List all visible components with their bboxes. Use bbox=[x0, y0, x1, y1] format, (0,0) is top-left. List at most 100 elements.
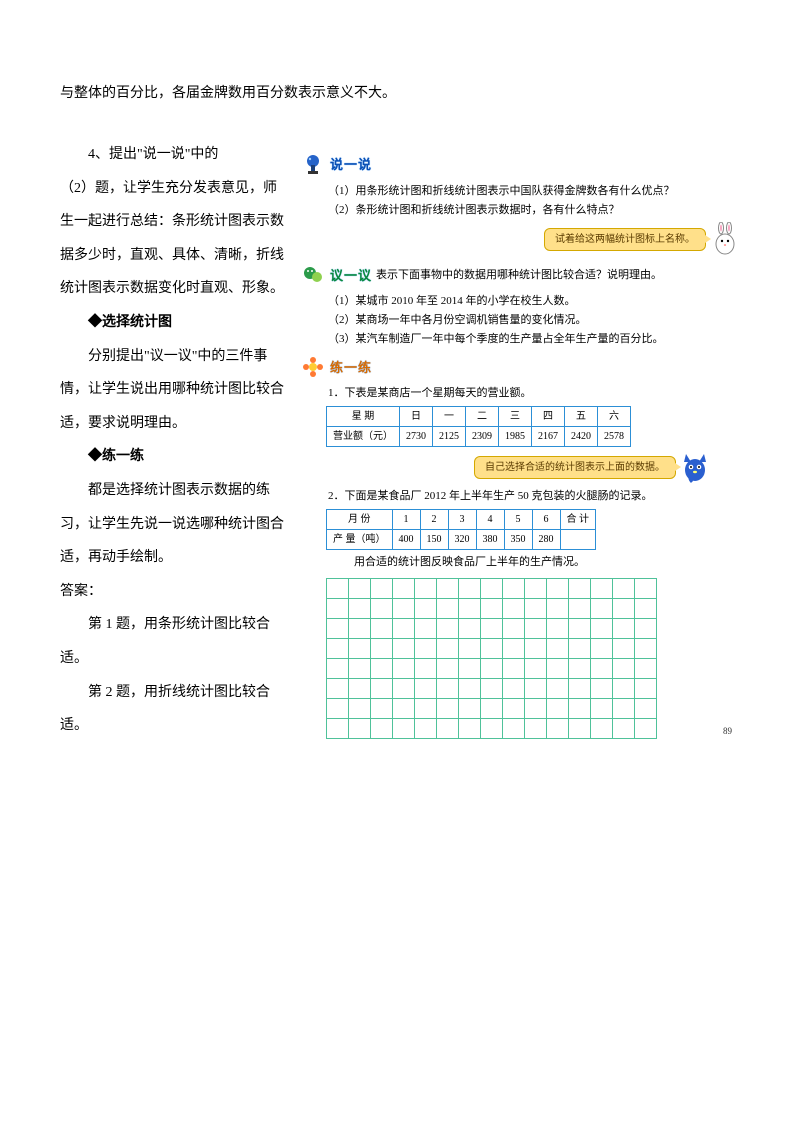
grid-cell bbox=[591, 578, 613, 598]
grid-row bbox=[327, 658, 657, 678]
left-p1a: 4、提出"说一说"中的 bbox=[60, 138, 290, 172]
grid-cell bbox=[569, 598, 591, 618]
grid-cell bbox=[613, 698, 635, 718]
grid-cell bbox=[503, 618, 525, 638]
grid-cell bbox=[393, 718, 415, 738]
grid-cell bbox=[525, 618, 547, 638]
table-1: 星 期日一二三四五六 营业额（元）27302125230919852167242… bbox=[326, 406, 631, 447]
grid-cell bbox=[635, 638, 657, 658]
grid-cell bbox=[591, 718, 613, 738]
table-header-cell: 6 bbox=[532, 509, 560, 529]
table-header-cell: 5 bbox=[504, 509, 532, 529]
practice-q2-intro: 2．下面是某食品厂 2012 年上半年生产 50 克包装的火腿肠的记录。 bbox=[320, 487, 740, 506]
grid-cell bbox=[459, 698, 481, 718]
grid-cell bbox=[613, 618, 635, 638]
flower-icon bbox=[300, 354, 326, 380]
grid-cell bbox=[371, 638, 393, 658]
grid-cell bbox=[635, 658, 657, 678]
grid-cell bbox=[503, 718, 525, 738]
grid-cell bbox=[635, 598, 657, 618]
table-cell: 350 bbox=[504, 529, 532, 549]
discuss-icon bbox=[300, 262, 326, 288]
table-cell: 2309 bbox=[466, 427, 499, 447]
table-header-cell: 1 bbox=[392, 509, 420, 529]
practice-q2-after: 用合适的统计图反映食品厂上半年的生产情况。 bbox=[326, 553, 740, 572]
grid-cell bbox=[613, 718, 635, 738]
grid-cell bbox=[525, 638, 547, 658]
table-header-cell: 二 bbox=[466, 407, 499, 427]
say-q1: （1）用条形统计图和折线统计图表示中国队获得金牌数各有什么优点？ bbox=[320, 182, 740, 201]
grid-cell bbox=[569, 698, 591, 718]
grid-cell bbox=[327, 578, 349, 598]
grid-cell bbox=[371, 578, 393, 598]
grid-cell bbox=[481, 638, 503, 658]
table-header-cell: 4 bbox=[476, 509, 504, 529]
grid-cell bbox=[371, 678, 393, 698]
grid-cell bbox=[415, 578, 437, 598]
left-p6: 第 2 题，用折线统计图比较合适。 bbox=[60, 676, 290, 743]
grid-cell bbox=[393, 698, 415, 718]
grid-cell bbox=[415, 678, 437, 698]
grid-cell bbox=[613, 658, 635, 678]
table-cell: 150 bbox=[420, 529, 448, 549]
table-cell: 320 bbox=[448, 529, 476, 549]
discuss-q1: （1）某城市 2010 年至 2014 年的小学在校生人数。 bbox=[320, 292, 740, 311]
table-header-cell: 六 bbox=[598, 407, 631, 427]
grid-cell bbox=[371, 698, 393, 718]
grid-cell bbox=[393, 598, 415, 618]
right-column: 说一说 （1）用条形统计图和折线统计图表示中国队获得金牌数各有什么优点？ （2）… bbox=[300, 138, 740, 743]
grid-cell bbox=[569, 718, 591, 738]
grid-cell bbox=[569, 638, 591, 658]
grid-cell bbox=[349, 598, 371, 618]
table-2: 月 份123456合 计 产 量（吨）400150320380350280 bbox=[326, 509, 596, 550]
grid-cell bbox=[437, 618, 459, 638]
left-h1: ◆选择统计图 bbox=[60, 306, 290, 340]
left-h2: ◆练一练 bbox=[60, 440, 290, 474]
grid-cell bbox=[393, 578, 415, 598]
grid-cell bbox=[613, 638, 635, 658]
table-row: 星 期日一二三四五六 bbox=[327, 407, 631, 427]
grid-cell bbox=[349, 618, 371, 638]
table-header-cell: 2 bbox=[420, 509, 448, 529]
table-cell: 营业额（元） bbox=[327, 427, 400, 447]
table-cell: 2420 bbox=[565, 427, 598, 447]
grid-cell bbox=[437, 598, 459, 618]
grid-cell bbox=[591, 638, 613, 658]
table-cell: 产 量（吨） bbox=[327, 529, 393, 549]
grid-cell bbox=[327, 718, 349, 738]
grid-cell bbox=[525, 718, 547, 738]
bluecat-icon bbox=[680, 450, 710, 484]
grid-cell bbox=[327, 698, 349, 718]
grid-cell bbox=[613, 678, 635, 698]
left-p4: 答案： bbox=[60, 575, 290, 609]
bunny-icon bbox=[710, 222, 740, 256]
grid-cell bbox=[393, 658, 415, 678]
grid-cell bbox=[503, 598, 525, 618]
table-cell bbox=[560, 529, 596, 549]
discuss-banner: 议一议 表示下面事物中的数据用哪种统计图比较合适？说明理由。 bbox=[300, 262, 740, 288]
grid-cell bbox=[525, 678, 547, 698]
grid-cell bbox=[635, 718, 657, 738]
grid-cell bbox=[503, 638, 525, 658]
grid-cell bbox=[349, 578, 371, 598]
grid-cell bbox=[327, 678, 349, 698]
grid-cell bbox=[591, 698, 613, 718]
grid-row bbox=[327, 678, 657, 698]
grid-cell bbox=[349, 658, 371, 678]
intro-line: 与整体的百分比，各届金牌数用百分数表示意义不大。 bbox=[60, 80, 740, 108]
grid-cell bbox=[327, 598, 349, 618]
table-header-cell: 四 bbox=[532, 407, 565, 427]
grid-cell bbox=[525, 658, 547, 678]
table-cell: 2167 bbox=[532, 427, 565, 447]
table-header-cell: 合 计 bbox=[560, 509, 596, 529]
grid-cell bbox=[591, 598, 613, 618]
grid-cell bbox=[635, 678, 657, 698]
table-header-cell: 3 bbox=[448, 509, 476, 529]
grid-cell bbox=[481, 618, 503, 638]
grid-cell bbox=[547, 598, 569, 618]
grid-row bbox=[327, 618, 657, 638]
grid-cell bbox=[327, 658, 349, 678]
table-header-cell: 星 期 bbox=[327, 407, 400, 427]
grid-cell bbox=[393, 618, 415, 638]
grid-cell bbox=[415, 618, 437, 638]
